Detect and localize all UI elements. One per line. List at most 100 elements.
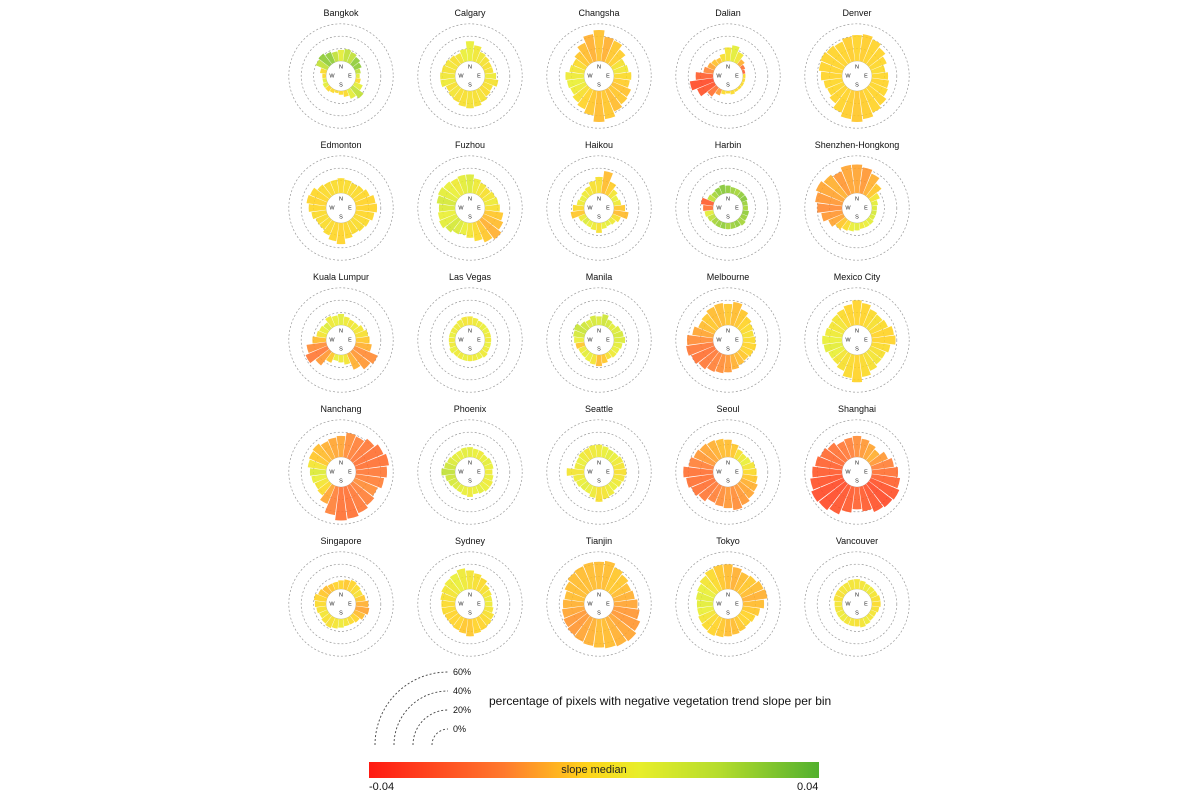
bar-seoul-bin-19: [688, 457, 715, 470]
bar-nanchang-bin-17: [311, 474, 328, 484]
bar-singapore-bin-20: [318, 589, 330, 599]
direction-label-n: N: [855, 460, 859, 466]
bar-vancouver-bin-12: [854, 618, 860, 627]
bar-sydney-bin-9: [479, 613, 492, 626]
direction-label-n: N: [855, 592, 859, 598]
bar-singapore-bin-23: [332, 581, 339, 591]
bar-manila-bin-15: [581, 349, 590, 358]
bar-fuzhou-bin-21: [443, 181, 461, 199]
bar-las-vegas-bin-9: [479, 349, 488, 358]
direction-label-n: N: [597, 64, 601, 70]
direction-label-n: N: [468, 196, 472, 202]
bar-phoenix-bin-14: [456, 483, 465, 493]
bar-harbin-bin-10: [733, 219, 741, 228]
bar-shenzhen-hongkong-bin-15: [835, 217, 848, 230]
direction-label-n: N: [468, 592, 472, 598]
bar-seattle-bin-10: [604, 483, 615, 497]
bar-dalian-bin-5: [741, 69, 746, 74]
bar-shanghai-bin-15: [818, 481, 848, 511]
bar-seoul-bin-22: [707, 439, 723, 461]
bar-mexico-city-bin-23: [843, 304, 855, 327]
bar-fuzhou-bin-18: [438, 204, 456, 212]
bar-nanchang-bin-2: [346, 436, 365, 461]
bar-bangkok-bin-17: [322, 78, 328, 83]
bar-calgary-bin-22: [455, 53, 465, 65]
bar-harbin-bin-23: [719, 184, 726, 195]
bar-mexico-city-bin-5: [870, 326, 894, 338]
direction-label-n: N: [855, 328, 859, 334]
direction-label-s: S: [855, 610, 859, 616]
direction-label-n: N: [726, 328, 730, 334]
direction-label-e: E: [477, 469, 481, 475]
bar-melbourne-bin-1: [730, 301, 743, 327]
bar-sydney-bin-7: [483, 606, 494, 613]
bar-kuala-lumpur-bin-14: [326, 351, 336, 363]
city-title-changsha: Changsha: [578, 8, 619, 18]
bar-seoul-bin-15: [698, 481, 719, 502]
bar-haikou-bin-7: [612, 210, 629, 220]
bar-edmonton-bin-13: [328, 221, 339, 242]
bar-sydney-bin-13: [458, 617, 468, 634]
bar-changsha-bin-17: [566, 78, 586, 89]
direction-label-n: N: [726, 196, 730, 202]
bar-tianjin-bin-5: [612, 590, 635, 602]
ring-20pct: [313, 576, 369, 632]
bar-bangkok-bin-12: [338, 90, 344, 95]
bar-dalian-bin-16: [697, 81, 717, 97]
city-title-seoul: Seoul: [716, 404, 739, 414]
bar-las-vegas-bin-13: [462, 353, 468, 361]
bar-manila-bin-10: [604, 351, 612, 360]
bar-tianjin-bin-11: [601, 617, 616, 649]
ring-60pct: [546, 419, 652, 525]
bar-manila-bin-2: [604, 319, 613, 329]
bar-shanghai-bin-5: [870, 458, 894, 470]
bar-kuala-lumpur-bin-5: [354, 329, 369, 338]
bar-sydney-bin-17: [441, 606, 457, 615]
bar-dalian-bin-22: [716, 57, 723, 65]
bar-haikou-bin-17: [570, 210, 586, 219]
bar-dalian-bin-20: [707, 62, 717, 71]
bar-manila-bin-5: [612, 330, 624, 338]
bar-denver-bin-2: [862, 39, 881, 65]
bar-singapore-bin-2: [346, 579, 357, 593]
bar-kuala-lumpur-bin-2: [346, 319, 355, 329]
ring-40pct: [429, 167, 511, 249]
bar-seattle-bin-9: [608, 481, 618, 491]
bar-nanchang-bin-21: [312, 443, 332, 463]
direction-label-e: E: [348, 73, 352, 79]
ring-40pct: [558, 299, 640, 381]
direction-label-n: N: [726, 592, 730, 598]
ring-60pct: [417, 419, 523, 525]
bar-vancouver-bin-22: [842, 582, 852, 593]
bar-bangkok-bin-16: [322, 81, 330, 88]
direction-label-w: W: [845, 469, 851, 475]
direction-label-s: S: [468, 610, 472, 616]
bar-vancouver-bin-2: [862, 583, 871, 593]
legend-caption: percentage of pixels with negative veget…: [489, 694, 832, 708]
bar-fuzhou-bin-15: [445, 217, 461, 233]
ring-60pct: [804, 23, 910, 129]
bar-sydney-bin-1: [472, 573, 482, 591]
bar-seattle-bin-15: [580, 481, 590, 491]
bar-phoenix-bin-10: [475, 483, 485, 494]
bar-nanchang-bin-3: [350, 438, 375, 463]
bar-phoenix-bin-5: [483, 463, 494, 470]
bar-las-vegas-bin-14: [457, 351, 465, 360]
bar-denver-bin-3: [866, 47, 886, 67]
bar-manila-bin-19: [573, 330, 586, 338]
bar-shenzhen-hongkong-bin-20: [815, 181, 846, 203]
bar-mexico-city-bin-17: [823, 342, 844, 353]
bar-shanghai-bin-9: [866, 481, 893, 508]
bar-melbourne-bin-23: [714, 303, 726, 327]
bar-edmonton-bin-9: [350, 217, 365, 232]
bar-dalian-bin-9: [737, 85, 742, 90]
bar-singapore-bin-5: [354, 594, 366, 602]
bar-shanghai-bin-11: [859, 485, 872, 512]
direction-label-e: E: [477, 601, 481, 607]
direction-label-s: S: [855, 82, 859, 88]
bar-mexico-city-bin-8: [868, 345, 886, 359]
ring-40pct: [687, 563, 769, 645]
